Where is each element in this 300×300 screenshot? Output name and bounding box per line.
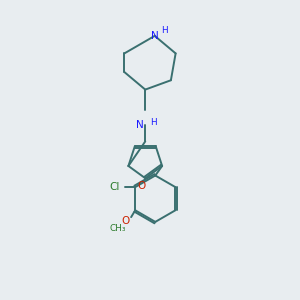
Text: Cl: Cl [110,182,120,192]
Text: H: H [150,118,157,127]
Text: N: N [136,120,144,130]
Text: O: O [122,216,130,226]
Text: H: H [161,26,167,35]
Text: N: N [151,31,159,41]
Text: O: O [138,182,146,191]
Text: CH₃: CH₃ [109,224,126,233]
